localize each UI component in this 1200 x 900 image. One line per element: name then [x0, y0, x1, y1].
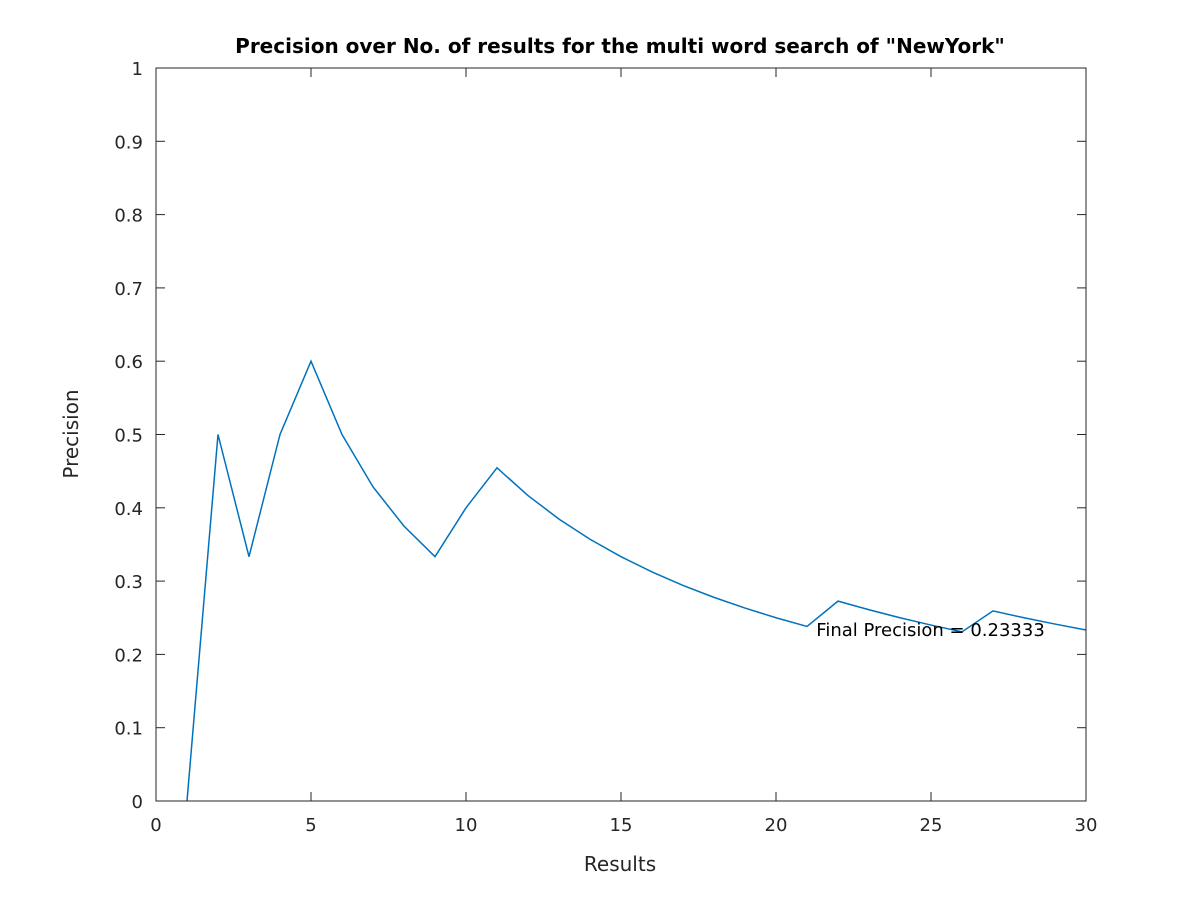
x-tick-label: 5 — [305, 815, 316, 836]
y-axis-label: Precision — [59, 389, 83, 478]
x-tick-label: 15 — [610, 815, 633, 836]
y-tick-label: 0.1 — [114, 719, 143, 740]
y-tick-label: 0.6 — [114, 352, 143, 373]
y-tick-label: 0.8 — [114, 206, 143, 227]
x-tick-label: 20 — [765, 815, 788, 836]
final-precision-annotation: Final Precision = 0.23333 — [816, 620, 1044, 641]
y-tick-label: 0.9 — [114, 132, 143, 153]
y-tick-label: 0.3 — [114, 572, 143, 593]
y-tick-label: 0.2 — [114, 645, 143, 666]
y-tick-label: 0.4 — [114, 499, 143, 520]
x-tick-label: 10 — [455, 815, 478, 836]
chart-title: Precision over No. of results for the mu… — [235, 34, 1005, 58]
plot-area-border — [155, 67, 1087, 802]
precision-series-line — [186, 359, 1087, 802]
x-tick-label: 0 — [150, 815, 161, 836]
x-tick-label: 30 — [1075, 815, 1098, 836]
tick-group: 0 5 10 15 20 25 30 0 0.1 0.2 0.3 0.4 0.5 0.6 0.7 0.8 0.9… — [114, 59, 1097, 836]
y-tick-label: 0 — [132, 792, 143, 813]
x-axis-label: Results — [584, 852, 656, 876]
y-tick-label: 1 — [132, 59, 143, 80]
y-tick-label: 0.7 — [114, 279, 143, 300]
x-tick-label: 25 — [920, 815, 943, 836]
y-tick-label: 0.5 — [114, 426, 143, 447]
